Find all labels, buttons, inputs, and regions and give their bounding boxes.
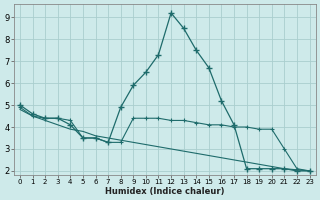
X-axis label: Humidex (Indice chaleur): Humidex (Indice chaleur) (105, 187, 225, 196)
